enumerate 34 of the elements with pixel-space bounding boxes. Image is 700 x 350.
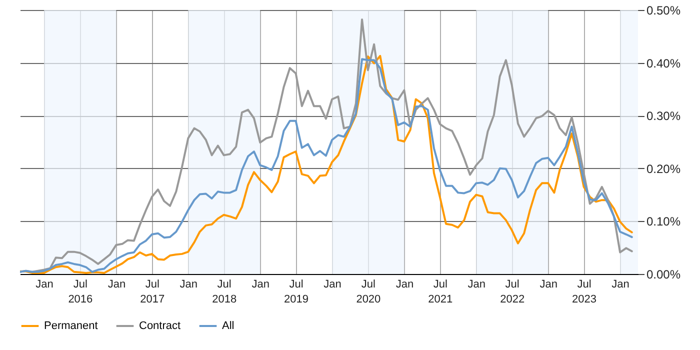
x-tick-label: Jul xyxy=(505,278,520,290)
x-tick-label: Jan xyxy=(468,278,486,290)
x2-tick-label: 2022 xyxy=(500,294,525,306)
x2-tick-label: 2016 xyxy=(68,294,93,306)
x2-tick-label: 2023 xyxy=(572,294,597,306)
legend-label: Permanent xyxy=(44,320,98,332)
legend-label: All xyxy=(222,320,234,332)
x2-tick-label: 2017 xyxy=(140,294,165,306)
x-tick-label: Jul xyxy=(217,278,232,290)
y-tick-label: 0.30% xyxy=(646,109,681,124)
x-tick-label: Jan xyxy=(396,278,414,290)
x-tick-label: Jul xyxy=(73,278,88,290)
y-tick-label: 0.00% xyxy=(646,268,681,282)
x2-tick-label: 2018 xyxy=(212,294,237,306)
y-tick-label: 0.40% xyxy=(646,56,681,70)
x-tick-label: Jul xyxy=(145,278,160,290)
x-tick-label: Jan xyxy=(36,278,54,290)
y-tick-label: 0.50% xyxy=(646,4,681,18)
x-tick-label: Jul xyxy=(361,278,376,290)
x-tick-label: Jan xyxy=(108,278,126,290)
x-tick-label: Jan xyxy=(180,278,198,290)
y-tick-label: 0.20% xyxy=(646,162,681,176)
x-tick-label: Jan xyxy=(540,278,558,290)
x-tick-label: Jul xyxy=(289,278,304,290)
x-tick-label: Jul xyxy=(433,278,448,290)
x-tick-label: Jan xyxy=(252,278,270,290)
x-tick-label: Jan xyxy=(324,278,342,290)
x2-tick-label: 2021 xyxy=(428,294,453,306)
x-tick-label: Jan xyxy=(612,278,630,290)
x2-tick-label: 2020 xyxy=(356,294,381,306)
y-tick-label: 0.10% xyxy=(646,214,681,229)
legend-label: Contract xyxy=(139,320,181,332)
x-tick-label: Jul xyxy=(577,278,592,290)
x2-tick-label: 2019 xyxy=(284,294,309,306)
